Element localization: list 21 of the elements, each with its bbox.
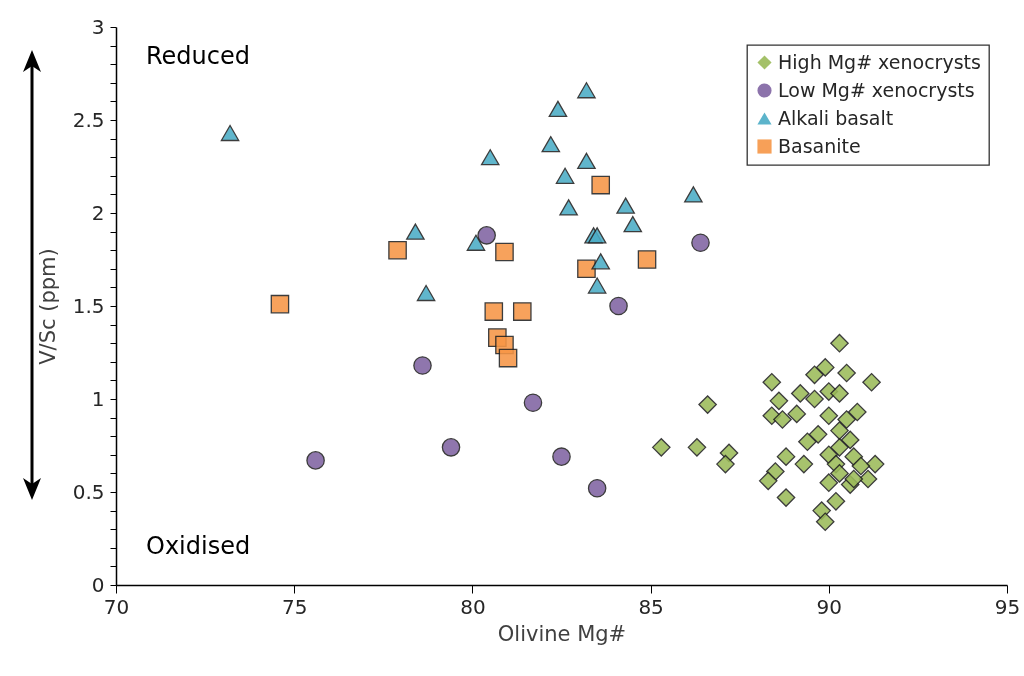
annotation: Oxidised [146, 532, 251, 560]
legend-label: Basanite [778, 134, 861, 157]
y-tick-label: 1 [91, 386, 105, 411]
legend-label: High Mg# xenocrysts [778, 50, 981, 73]
y-tick-label: 1.5 [72, 293, 105, 318]
x-tick-label: 90 [816, 594, 843, 619]
x-tick-label: 70 [103, 594, 130, 619]
y-axis-title: V/Sc (ppm) [35, 248, 60, 365]
x-axis-title: Olivine Mg# [497, 621, 627, 646]
x-tick-label: 85 [638, 594, 664, 619]
y-tick-label: 3 [91, 14, 105, 39]
legend-label: Low Mg# xenocrysts [778, 78, 975, 101]
y-tick-label: 0.5 [72, 479, 105, 504]
y-tick-label: 2 [91, 200, 105, 225]
y-tick-label: 2.5 [72, 107, 105, 132]
annotation: Reduced [146, 42, 251, 70]
y-tick-label: 0 [91, 572, 105, 597]
x-tick-label: 95 [994, 594, 1021, 619]
x-tick-label: 75 [281, 594, 308, 619]
x-tick-label: 80 [460, 594, 486, 619]
legend-label: Alkali basalt [778, 106, 894, 129]
